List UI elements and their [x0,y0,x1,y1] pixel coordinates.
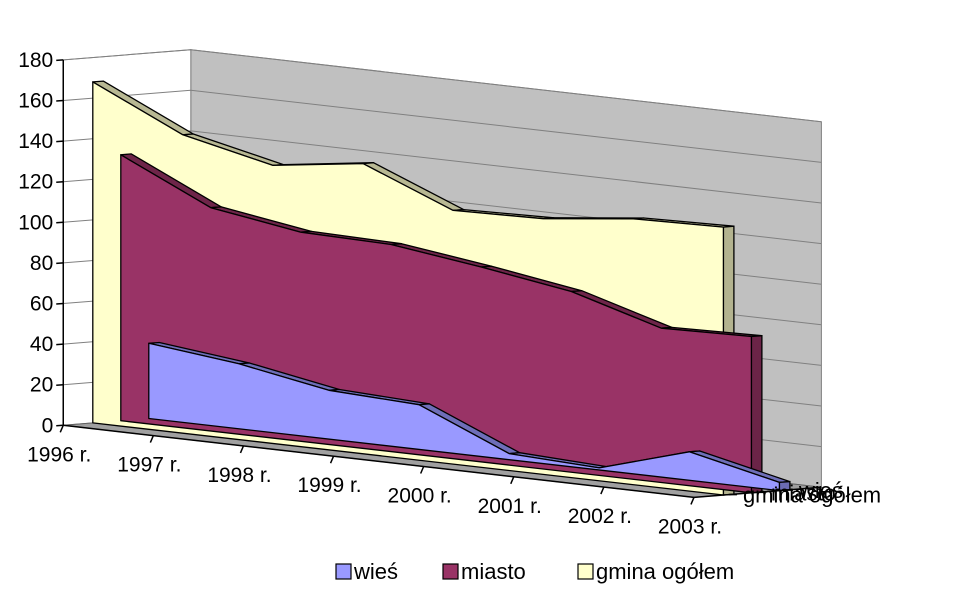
y-tick-label: 120 [18,171,53,194]
x-tick-label: 2000 r. [388,485,452,508]
y-tick-mark [56,262,64,265]
x-tick-label: 1997 r. [117,454,181,477]
x-tick-mark [600,486,605,495]
legend-label: gmina ogółem [596,559,734,584]
x-tick-mark [59,425,64,433]
x-tick-label: 2003 r. [658,515,722,538]
x-tick-mark [149,435,155,443]
x-tick-label: 1996 r. [27,443,91,466]
x-tick-label: 2001 r. [478,495,542,518]
legend-label: wieś [353,559,398,584]
x-tick-label: 1998 r. [207,464,271,487]
x-tick-mark [329,455,335,464]
x-axis-line [63,424,695,499]
series-wies [148,341,791,492]
depth-label-wies: wieś [798,478,843,503]
gridline [63,49,822,123]
y-tick-mark [56,180,64,183]
legend-item-gmina-ogolem: gmina ogółem [577,559,734,584]
y-tick-mark [56,302,64,305]
y-tick-mark [56,424,64,427]
depth-label-miasto: miasto [771,480,836,505]
legend-swatch [577,563,594,580]
y-tick-mark [56,343,64,346]
depth-label-gmina-ogolem: gmina ogółem [743,483,881,508]
series-layer [92,80,791,496]
y-tick-label: 20 [30,374,53,397]
y-tick-label: 160 [18,90,53,113]
series-area [148,342,781,492]
x-tick-label: 2002 r. [568,505,632,528]
legend-swatch [335,563,352,580]
legend: wieś miasto gmina ogółem [335,559,734,584]
y-tick-mark [56,221,64,224]
y-tick-label: 0 [42,414,54,437]
y-tick-mark [56,140,64,143]
x-tick-mark [419,466,425,474]
x-tick-mark [239,445,245,454]
y-tick-mark [56,99,64,102]
x-tick-label: 1999 r. [297,474,361,497]
legend-item-wies: wieś [335,559,398,584]
y-tick-label: 180 [18,49,53,72]
legend-swatch [442,563,459,580]
y-tick-label: 100 [18,211,53,234]
axes: 0 20 40 60 80 100 120 140 160 180 1996 r. 1997 r. 19… [18,49,881,539]
y-tick-mark [56,383,64,386]
y-tick-label: 140 [18,130,53,153]
x-tick-mark [510,476,515,485]
y-tick-label: 40 [30,333,53,356]
y-tick-mark [56,59,64,62]
x-tick-mark [690,497,695,505]
y-tick-label: 60 [30,293,53,316]
legend-label: miasto [461,559,526,584]
y-tick-label: 80 [30,252,53,275]
legend-item-miasto: miasto [442,559,526,584]
